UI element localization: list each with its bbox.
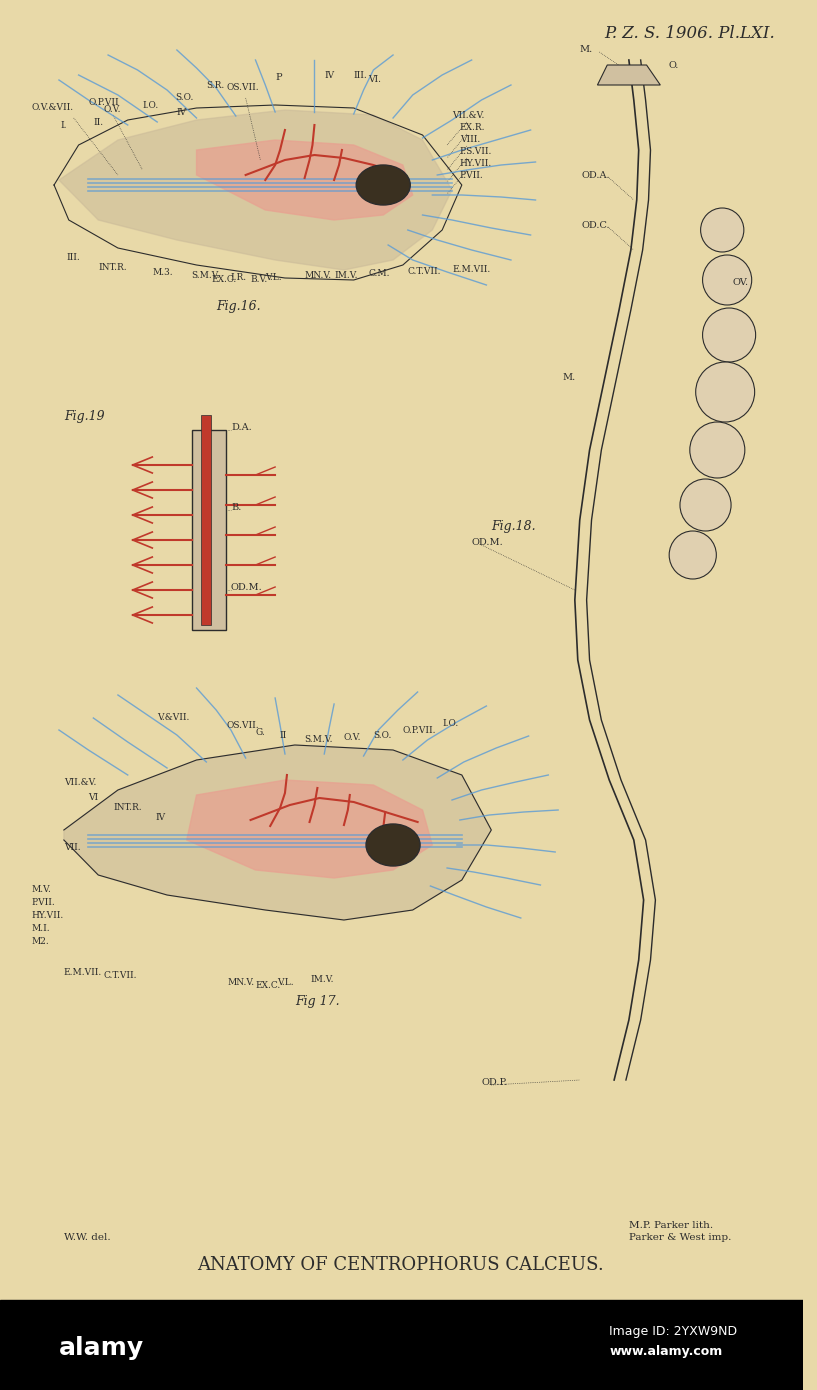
Text: S.M.V.: S.M.V. [305, 735, 333, 744]
Text: INT.R.: INT.R. [98, 263, 127, 272]
Text: P: P [275, 74, 282, 82]
Text: Image ID: 2YXW9ND: Image ID: 2YXW9ND [609, 1325, 738, 1339]
Text: I.: I. [61, 121, 68, 131]
Polygon shape [64, 745, 491, 920]
Text: S.R.: S.R. [207, 81, 225, 90]
Text: Fig.18.: Fig.18. [491, 520, 536, 532]
Text: MN.V.: MN.V. [305, 271, 332, 279]
Text: I.R.: I.R. [231, 272, 247, 282]
Text: VIII.: VIII. [460, 135, 480, 145]
Text: VII.: VII. [64, 842, 81, 852]
Polygon shape [597, 65, 660, 85]
Text: M.I.: M.I. [31, 924, 50, 933]
Text: MN.V.: MN.V. [228, 979, 255, 987]
Circle shape [701, 208, 743, 252]
Circle shape [703, 309, 756, 361]
Text: Parker & West imp.: Parker & West imp. [629, 1233, 731, 1243]
Text: B.V.: B.V. [251, 275, 268, 284]
Text: P.VII.: P.VII. [31, 898, 56, 908]
Text: V.L.: V.L. [266, 272, 282, 282]
Text: OD.M.: OD.M. [231, 582, 263, 592]
Text: HY.VII.: HY.VII. [31, 910, 64, 920]
Text: M.V.: M.V. [31, 885, 51, 894]
Circle shape [690, 423, 745, 478]
Circle shape [696, 361, 755, 423]
Text: Fig.16.: Fig.16. [217, 300, 261, 313]
Bar [0, 1300, 803, 1390]
Text: OV.: OV. [732, 278, 748, 286]
Text: P.VII.: P.VII. [460, 171, 484, 179]
Text: Fig 17.: Fig 17. [295, 995, 339, 1008]
Text: VI.: VI. [368, 75, 382, 83]
Text: O.P.VII.: O.P.VII. [403, 726, 436, 735]
Text: INT.R.: INT.R. [113, 803, 141, 812]
Text: S.O.: S.O. [175, 93, 194, 101]
Text: EX.R.: EX.R. [460, 122, 485, 132]
Text: ANATOMY OF CENTROPHORUS CALCEUS.: ANATOMY OF CENTROPHORUS CALCEUS. [198, 1257, 605, 1275]
Text: II.: II. [93, 118, 104, 126]
Text: OS.VII.: OS.VII. [226, 721, 259, 730]
Text: C.T.VII.: C.T.VII. [408, 267, 441, 277]
Ellipse shape [356, 165, 410, 204]
Text: IM.V.: IM.V. [334, 271, 358, 279]
Text: V.L.: V.L. [277, 979, 294, 987]
Text: D.A.: D.A. [231, 423, 252, 432]
Text: IV: IV [324, 71, 334, 81]
Text: EX.C.: EX.C. [256, 981, 281, 990]
Bar [192, 430, 226, 630]
Text: VII.&V.: VII.&V. [64, 778, 96, 787]
Text: O.V.&VII.: O.V.&VII. [31, 103, 74, 113]
Text: C.T.VII.: C.T.VII. [103, 972, 136, 980]
Polygon shape [197, 140, 413, 220]
Text: IV: IV [155, 813, 165, 821]
Text: III.: III. [67, 253, 81, 261]
Text: HY.VII.: HY.VII. [460, 158, 492, 168]
Text: S.M.V.: S.M.V. [192, 271, 220, 279]
Text: IM.V.: IM.V. [310, 974, 334, 984]
Text: OD.P.: OD.P. [481, 1079, 507, 1087]
Text: O.P.VII: O.P.VII [88, 99, 119, 107]
Text: OD.C.: OD.C. [582, 221, 610, 229]
Text: M2.: M2. [31, 937, 49, 947]
Text: O.V.: O.V. [103, 106, 121, 114]
Text: C.M.: C.M. [368, 270, 390, 278]
Text: P.S.VII.: P.S.VII. [460, 147, 492, 156]
Circle shape [703, 254, 752, 304]
Polygon shape [187, 780, 432, 878]
Circle shape [669, 531, 717, 580]
Text: III.: III. [354, 71, 368, 81]
Text: OD.A.: OD.A. [582, 171, 610, 179]
Text: P. Z. S. 1906. Pl.LXI.: P. Z. S. 1906. Pl.LXI. [605, 25, 775, 42]
Text: B.: B. [231, 503, 241, 512]
Text: VI: VI [88, 794, 99, 802]
Polygon shape [59, 110, 452, 270]
Circle shape [680, 480, 731, 531]
Text: Fig.19: Fig.19 [64, 410, 105, 423]
Text: I.O.: I.O. [442, 719, 458, 728]
Text: EX.C.: EX.C. [212, 275, 236, 284]
Text: II: II [279, 731, 286, 739]
Ellipse shape [366, 824, 420, 866]
Text: I.O.: I.O. [142, 101, 158, 110]
Text: VII.&V.: VII.&V. [452, 111, 484, 120]
Bar [202, 416, 212, 626]
Text: IV: IV [176, 108, 187, 117]
Text: M.: M. [562, 373, 575, 382]
Text: E.M.VII.: E.M.VII. [64, 967, 102, 977]
Text: M.3.: M.3. [152, 268, 173, 277]
Text: www.alamy.com: www.alamy.com [609, 1346, 722, 1358]
Text: OD.M.: OD.M. [471, 538, 503, 548]
Text: O.V.: O.V. [344, 733, 361, 742]
Text: G.: G. [256, 728, 266, 737]
Text: S.O.: S.O. [373, 731, 392, 739]
Text: alamy: alamy [59, 1336, 144, 1359]
Text: V.&VII.: V.&VII. [157, 713, 190, 721]
Text: M.: M. [580, 44, 593, 54]
Text: M.P. Parker lith.: M.P. Parker lith. [629, 1220, 713, 1230]
Text: E.M.VII.: E.M.VII. [452, 265, 490, 274]
Text: OS.VII.: OS.VII. [226, 83, 259, 92]
Text: O.: O. [668, 61, 679, 70]
Text: W.W. del.: W.W. del. [64, 1233, 110, 1243]
